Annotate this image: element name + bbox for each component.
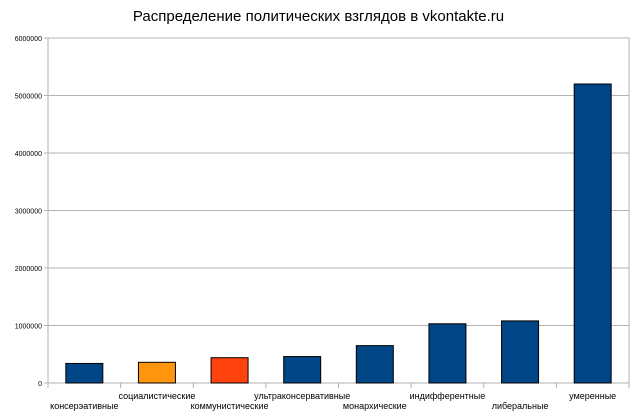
bar-6 bbox=[428, 323, 467, 384]
y-tick-label: 0 bbox=[38, 381, 42, 388]
x-tick-label: ультраконсервативные bbox=[254, 391, 350, 401]
x-tick-label: социалистические bbox=[118, 391, 195, 401]
x-axis-tick-marks bbox=[47, 383, 630, 388]
y-tick-label: 1000000 bbox=[15, 324, 42, 331]
bar-1 bbox=[65, 362, 104, 384]
bar-3 bbox=[210, 357, 249, 384]
bar-7 bbox=[501, 320, 540, 384]
x-tick-label: индифферентные bbox=[410, 391, 486, 401]
bars bbox=[65, 83, 612, 384]
y-tick-label: 6000000 bbox=[15, 36, 42, 43]
bar-5 bbox=[355, 345, 394, 384]
chart-title: Распределение политических взглядов в vk… bbox=[132, 8, 505, 25]
y-tick-label: 3000000 bbox=[15, 209, 42, 216]
x-tick-label: коммунистические bbox=[191, 401, 269, 411]
bar-2 bbox=[137, 361, 176, 384]
y-tick-label: 5000000 bbox=[15, 94, 42, 101]
gridlines bbox=[48, 95, 629, 326]
y-axis-tick-labels: 0 1000000 2000000 3000000 4000000 5000000 6000… bbox=[15, 36, 48, 388]
x-tick-label: монархические bbox=[343, 401, 407, 411]
x-axis-tick-labels: консерэативныесоциалистическиекоммунисти… bbox=[50, 391, 616, 411]
y-tick-label: 4000000 bbox=[15, 151, 42, 158]
x-tick-label: умеренные bbox=[569, 391, 616, 401]
y-tick-label: 2000000 bbox=[15, 266, 42, 273]
x-tick-label: либеральные bbox=[492, 401, 549, 411]
bar-4 bbox=[283, 356, 322, 384]
x-tick-label: консерэативные bbox=[50, 401, 118, 411]
bar-8 bbox=[573, 83, 612, 384]
